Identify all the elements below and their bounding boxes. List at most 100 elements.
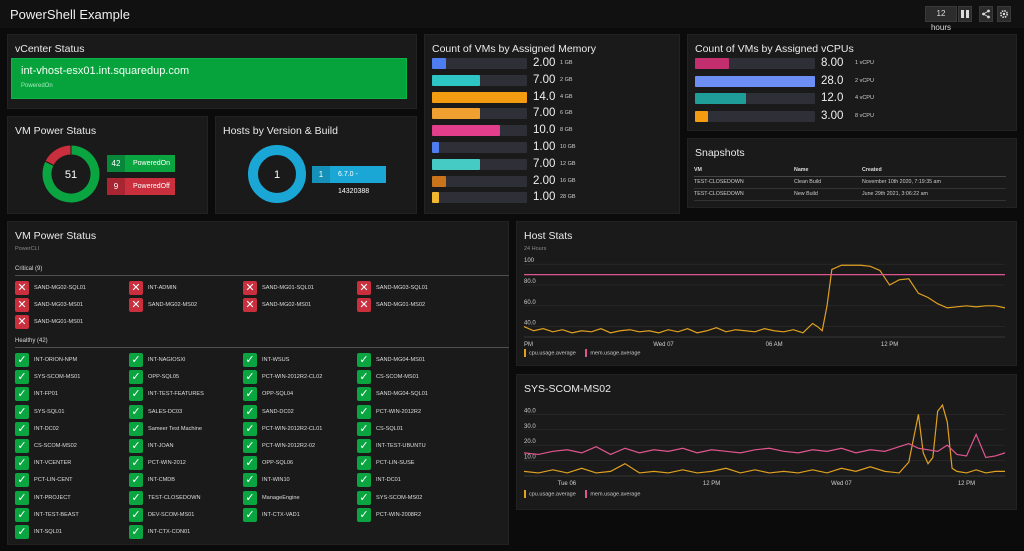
- bar-fill: [695, 58, 730, 69]
- vm-critical-item[interactable]: ✕ SAND-MG02-MS01: [243, 298, 353, 312]
- series-line-cpu.usage.average[interactable]: [523, 403, 1005, 474]
- vcpu-bar-row[interactable]: 3.00 8 vCPU: [695, 110, 875, 122]
- vm-healthy-item[interactable]: ✓ INT-TEST-BEAST: [15, 507, 125, 522]
- vm-healthy-item[interactable]: ✓ SYS-SQL01: [15, 404, 125, 419]
- vm-healthy-item[interactable]: ✓ PCT-WIN-2012R2-02: [243, 439, 353, 453]
- vm-critical-item[interactable]: ✕ SAND-MG03-MS01: [15, 298, 125, 312]
- vm-name: PCT-WIN-2008R2: [376, 511, 422, 518]
- table-row[interactable]: TEST-CLOSEDOWN New Build June 29th 2021,…: [694, 188, 1006, 201]
- vm-healthy-item[interactable]: ✓ SYS-SCOM-MS01: [15, 370, 125, 385]
- vm-healthy-item[interactable]: ✓ INT-NAGIOSXI: [129, 353, 239, 367]
- check-icon: ✓: [243, 456, 257, 471]
- vm-critical-item[interactable]: ✕ SAND-MG02-MS02: [129, 298, 239, 312]
- vm-critical-item[interactable]: ✕ SAND-MG01-MS02: [357, 298, 467, 312]
- col-vm: VM: [694, 164, 794, 177]
- vm-healthy-item[interactable]: ✓ OPP-SQL06: [243, 456, 353, 471]
- section-divider: [15, 275, 509, 276]
- vm-healthy-item[interactable]: ✓ PCT-WIN-2012R2: [357, 404, 467, 419]
- vm-healthy-item[interactable]: ✓ CS-SCOM-MS02: [15, 439, 125, 453]
- vm-critical-item[interactable]: ✕ SAND-MG02-SQL01: [15, 281, 125, 295]
- memory-bar-row[interactable]: 1.00 28 GB: [432, 191, 587, 204]
- vcpu-bar-row[interactable]: 28.0 2 vCPU: [695, 75, 875, 87]
- series-line-mem.usage.average[interactable]: [523, 432, 1006, 459]
- share-icon[interactable]: [979, 6, 993, 22]
- vcenter-host-tile[interactable]: int-vhost-esx01.int.squaredup.com Powere…: [11, 58, 407, 99]
- memory-bar-row[interactable]: 7.00 2 GB: [432, 74, 587, 86]
- legend-count: 42: [107, 155, 125, 172]
- vcpu-bar-row[interactable]: 12.0 4 vCPU: [695, 92, 875, 104]
- vm-healthy-item[interactable]: ✓ CS-SQL01: [357, 421, 467, 436]
- time-range-button[interactable]: 12 hours: [925, 6, 957, 32]
- vm-healthy-item[interactable]: ✓ SAND-DC02: [243, 404, 353, 419]
- vm-healthy-item[interactable]: ✓ INT-WIN10: [243, 473, 353, 488]
- vm-healthy-item[interactable]: ✓ INT-TEST-FEATURES: [129, 387, 239, 402]
- vm-critical-item[interactable]: ✕ SAND-MG01-SQL01: [243, 281, 353, 295]
- vm-critical-item[interactable]: ✕ SAND-MG01-MS01: [15, 315, 125, 329]
- vm-name: OPP-SQL05: [148, 374, 180, 381]
- vm-healthy-item[interactable]: ✓ PCT-LIN-CENT: [15, 473, 125, 488]
- vm-healthy-item[interactable]: ✓ SAND-MG04-SQL01: [357, 387, 467, 402]
- vm-healthy-item[interactable]: ✓ INT-PROJECT: [15, 490, 125, 505]
- memory-bar-row[interactable]: 2.00 1 GB: [432, 57, 587, 69]
- legend-host-version[interactable]: 1 6.7.0 - 14320388: [312, 166, 386, 195]
- grid-icon[interactable]: [958, 6, 972, 22]
- vm-healthy-item[interactable]: ✓ INT-CTX-VAD1: [243, 507, 353, 522]
- vm-healthy-item[interactable]: ✓ INT-SQL01: [15, 525, 125, 539]
- table-row[interactable]: TEST-CLOSEDOWN Clean Build November 10th…: [694, 176, 1006, 189]
- vm-healthy-item[interactable]: ✓ INT-FP01: [15, 387, 125, 402]
- check-icon: ✓: [357, 490, 371, 505]
- vm-healthy-item[interactable]: ✓ INT-WSUS: [243, 353, 353, 367]
- error-x-icon: ✕: [15, 298, 29, 312]
- y-tick-label: 80.0: [524, 279, 536, 285]
- vm-healthy-item[interactable]: ✓ TEST-CLOSEDOWN: [129, 490, 239, 505]
- memory-bar-row[interactable]: 7.00 6 GB: [432, 107, 587, 120]
- vm-healthy-item[interactable]: ✓ PCT-WIN-2012R2-CL01: [243, 421, 353, 436]
- x-tick-label: Wed 07: [831, 481, 852, 486]
- vm-healthy-item[interactable]: ✓ PCT-LIN-SUSE: [357, 456, 467, 471]
- vm-healthy-item[interactable]: ✓ CS-SCOM-MS01: [357, 370, 467, 385]
- vm-healthy-item[interactable]: ✓ SYS-SCOM-MS02: [357, 490, 467, 505]
- vm-healthy-item[interactable]: ✓ SALES-DC03: [129, 404, 239, 419]
- panel-title: VM Power Status: [15, 230, 97, 242]
- memory-bar-row[interactable]: 1.00 10 GB: [432, 141, 587, 153]
- vm-power-donut-chart: 51: [41, 144, 101, 204]
- vm-power-slice[interactable]: [44, 144, 72, 167]
- vm-healthy-item[interactable]: ✓ PCT-WIN-2008R2: [357, 507, 467, 522]
- memory-bar-row[interactable]: 14.0 4 GB: [432, 91, 587, 103]
- y-tick-label: 30.0: [524, 424, 536, 430]
- vm-healthy-item[interactable]: ✓ INT-CMDB: [129, 473, 239, 488]
- vm-healthy-item[interactable]: ✓ SAND-MG04-MS01: [357, 353, 467, 367]
- series-line-cpu.usage.average[interactable]: [523, 264, 1006, 334]
- vm-healthy-item[interactable]: ✓ ManageEngine: [243, 490, 353, 505]
- vm-healthy-item[interactable]: ✓ Sameer Test Machine: [129, 421, 239, 436]
- vm-healthy-item[interactable]: ✓ OPP-SQL05: [129, 370, 239, 385]
- vcpu-bar-row[interactable]: 8.00 1 vCPU: [695, 57, 875, 69]
- memory-bar-row[interactable]: 7.00 12 GB: [432, 158, 587, 170]
- legend-powered-off[interactable]: 9 PoweredOff: [107, 178, 175, 195]
- legend-powered-on[interactable]: 42 PoweredOn: [107, 155, 175, 172]
- gear-icon[interactable]: [997, 6, 1011, 22]
- vm-name: SAND-MG02-MS02: [148, 302, 198, 308]
- bar-track: [432, 108, 527, 120]
- vm-healthy-item[interactable]: ✓ PCT-WIN-2012R2-CL02: [243, 370, 353, 385]
- vm-critical-item[interactable]: ✕ SAND-MG03-SQL01: [357, 281, 467, 295]
- vm-healthy-item[interactable]: ✓ INT-DC01: [357, 473, 467, 488]
- vm-healthy-item[interactable]: ✓ INT-ORION-NPM: [15, 353, 125, 367]
- vm-name: TEST-CLOSEDOWN: [148, 494, 201, 501]
- host-version-slice[interactable]: [248, 145, 306, 203]
- y-tick-label: 40.0: [524, 321, 536, 327]
- vm-healthy-item[interactable]: ✓ INT-VCENTER: [15, 456, 125, 471]
- vm-name: INT-CTX-VAD1: [262, 511, 300, 518]
- vm-critical-item[interactable]: ✕ INT-ADMIN: [129, 281, 239, 295]
- memory-bar-row[interactable]: 2.00 16 GB: [432, 175, 587, 187]
- vm-healthy-item[interactable]: ✓ OPP-SQL04: [243, 387, 353, 402]
- panel-title: Count of VMs by Assigned Memory: [432, 43, 596, 55]
- vm-healthy-item[interactable]: ✓ INT-CTX-CON01: [129, 525, 239, 539]
- vm-healthy-item[interactable]: ✓ INT-DC02: [15, 421, 125, 436]
- vm-healthy-item[interactable]: ✓ DEV-SCOM-MS01: [129, 507, 239, 522]
- memory-bar-row[interactable]: 10.0 8 GB: [432, 124, 587, 137]
- vm-healthy-item[interactable]: ✓ INT-TEST-UBUNTU: [357, 439, 467, 453]
- vm-power-slice[interactable]: [41, 144, 101, 204]
- vm-healthy-item[interactable]: ✓ INT-JOAN: [129, 439, 239, 453]
- vm-healthy-item[interactable]: ✓ PCT-WIN-2012: [129, 456, 239, 471]
